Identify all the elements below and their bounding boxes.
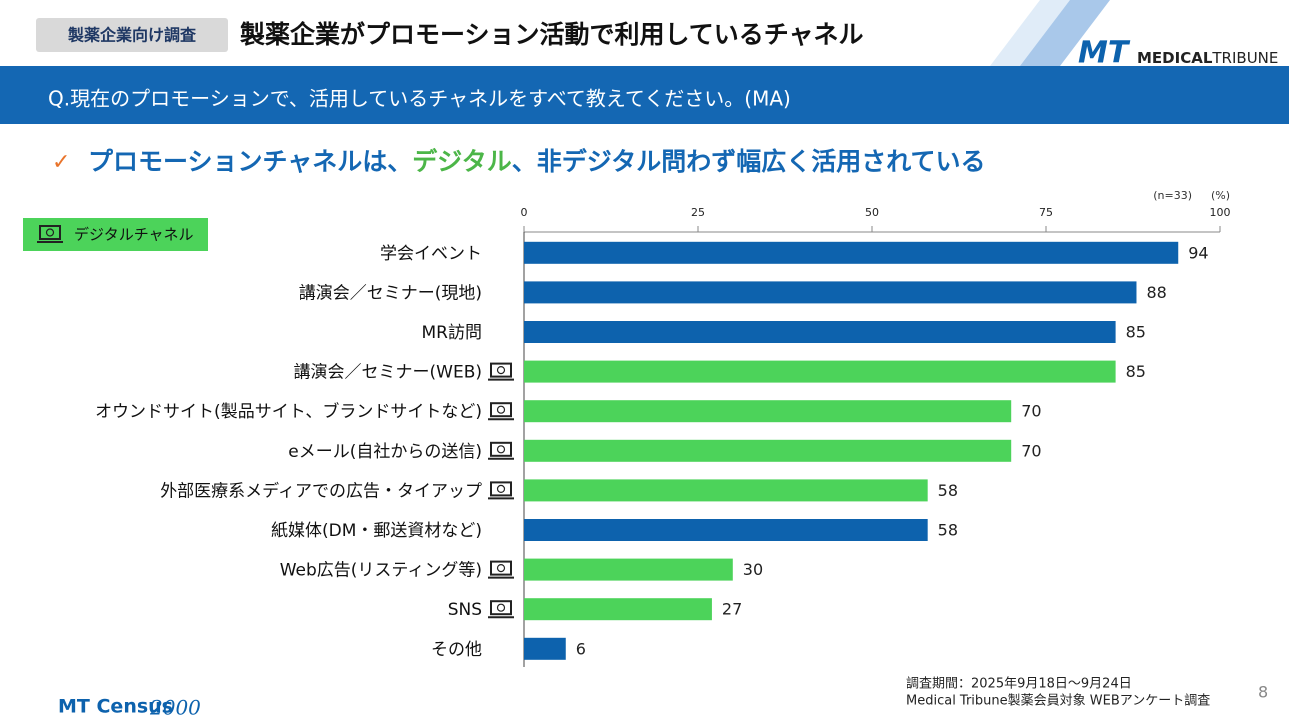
value-label: 58 xyxy=(938,521,958,540)
bar xyxy=(524,479,928,502)
logo-name: TRIBUNE xyxy=(1211,49,1278,67)
headline-part: プロモーションチャネルは、 xyxy=(88,147,412,176)
icon-globe xyxy=(496,563,506,573)
icon-globe xyxy=(45,228,55,237)
logo-text: MEDICALTRIBUNE xyxy=(1137,49,1278,67)
tag-box xyxy=(36,18,228,52)
headline-highlight: デジタル xyxy=(412,147,512,176)
bar xyxy=(524,637,566,660)
category-label: 学会イベント xyxy=(380,244,482,264)
page-number: 8 xyxy=(1258,683,1268,702)
unit: (%) xyxy=(1211,189,1230,202)
bar xyxy=(524,439,1012,462)
bar xyxy=(524,281,1137,304)
value-label: 85 xyxy=(1126,362,1146,381)
bar xyxy=(524,519,928,541)
category-label: Web広告(リスティング等) xyxy=(280,561,482,581)
question-band xyxy=(0,66,1289,124)
category-label: 講演会／セミナー(現地) xyxy=(299,283,482,303)
icon-screen xyxy=(490,441,512,457)
icon-globe xyxy=(496,603,506,612)
icon-screen xyxy=(39,225,61,240)
digital-icon xyxy=(488,560,514,579)
digital-icon xyxy=(488,362,514,381)
value-label: 27 xyxy=(722,600,742,619)
icon-globe xyxy=(496,484,506,493)
value-label: 85 xyxy=(1126,323,1146,342)
n-note: (n=33) xyxy=(1153,189,1192,202)
category-label: 外部医療系メディアでの広告・タイアップ xyxy=(160,480,482,501)
value-label: 70 xyxy=(1021,441,1041,460)
category-label: 講演会／セミナー(WEB) xyxy=(294,363,482,383)
digital-icon xyxy=(488,481,514,500)
check: ✓ xyxy=(52,150,70,175)
legend-label: デジタルチャネル xyxy=(74,226,194,244)
question: Q.現在のプロモーションで、活用しているチャネルをすべて教えてください。(MA) xyxy=(48,87,791,111)
footer-logo-year: 2000 xyxy=(149,696,201,720)
value-label: 30 xyxy=(743,560,763,579)
x-tick-label: 0 xyxy=(521,206,528,219)
footer-logo: MT Census xyxy=(58,696,173,718)
x-tick-label: 25 xyxy=(691,206,705,219)
logo-stripe xyxy=(1020,0,1110,66)
bar xyxy=(524,360,1116,383)
period: 調査期間：2025年9月18日～9月24日 xyxy=(906,677,1132,692)
legend-box xyxy=(23,218,208,251)
logo-mark: MT xyxy=(1078,36,1131,71)
bar xyxy=(524,558,733,581)
category-label: その他 xyxy=(431,640,482,660)
category-label: MR訪問 xyxy=(422,323,482,343)
value-label: 6 xyxy=(576,639,586,658)
icon-screen xyxy=(490,600,512,616)
x-tick-label: 75 xyxy=(1039,206,1053,219)
icon-screen xyxy=(490,362,512,378)
x-tick-label: 50 xyxy=(865,206,879,219)
value-label: 58 xyxy=(938,481,958,500)
category-label: SNS xyxy=(448,600,482,620)
icon-globe xyxy=(496,445,506,454)
digital-icon xyxy=(488,402,514,421)
headline-part: 、非デジタル問わず幅広く活用されている xyxy=(512,147,986,176)
icon-globe xyxy=(496,405,506,414)
value-label: 94 xyxy=(1188,243,1208,262)
category-label: オウンドサイト(製品サイト、ブランドサイトなど) xyxy=(95,401,482,422)
icon-globe xyxy=(496,366,506,375)
digital-icon xyxy=(37,225,63,243)
digital-icon xyxy=(488,600,514,619)
bar xyxy=(524,598,712,621)
logo-bold: MEDICAL xyxy=(1137,49,1213,67)
icon-screen xyxy=(490,402,512,418)
title: 製薬企業がプロモーション活動で利用しているチャネル xyxy=(239,20,864,49)
source: Medical Tribune製薬会員対象 WEBアンケート調査 xyxy=(906,694,1210,709)
bar xyxy=(524,241,1179,264)
value-label: 70 xyxy=(1021,402,1041,421)
x-tick-label: 100 xyxy=(1210,206,1231,219)
bar xyxy=(524,400,1012,423)
tag: 製薬企業向け調査 xyxy=(67,26,196,45)
value-label: 88 xyxy=(1146,283,1166,302)
bar xyxy=(524,321,1116,343)
icon-screen xyxy=(490,481,512,497)
category-label: 紙媒体(DM・郵送資材など) xyxy=(271,521,482,541)
icon-screen xyxy=(490,560,512,576)
headline: プロモーションチャネルは、デジタル、非デジタル問わず幅広く活用されている xyxy=(88,147,986,176)
digital-icon xyxy=(488,441,514,460)
category-label: eメール(自社からの送信) xyxy=(288,442,482,462)
